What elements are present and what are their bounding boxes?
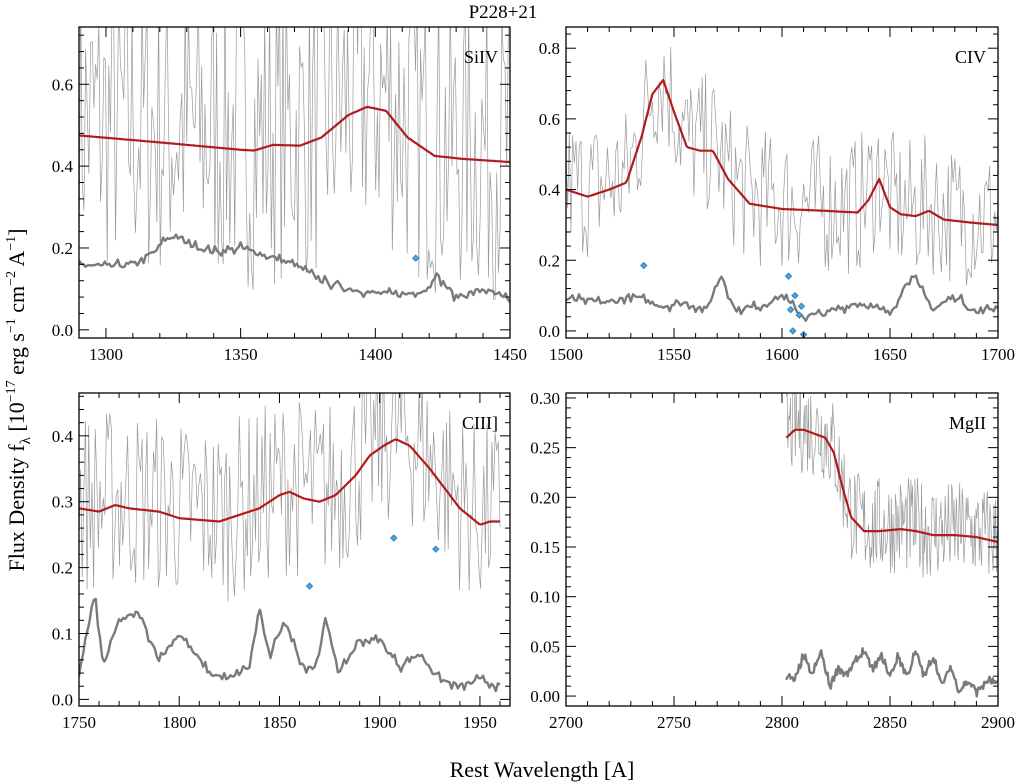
x-tick-label: 1900 [363,713,397,732]
y-tick-label: 0.05 [530,637,560,656]
y-tick-label: 0.2 [52,559,73,578]
ylabel-exp-3: −2 [4,271,19,286]
x-tick-label: 2750 [657,713,691,732]
panel-frame [565,26,999,339]
panel-siiv: 1300 1350 1400 1450 0.0 0.2 0.4 0.6 SiIV [52,26,527,364]
y-tick-label: 0.1 [52,625,73,644]
absorber-marker [797,302,806,310]
y-tick-label: 0.0 [52,690,73,709]
y-tick-label: 0.8 [539,39,560,58]
y-tick-label: 0.4 [52,427,74,446]
emission-line-label: MgII [949,413,986,433]
absorber-marker [784,272,793,280]
x-tick-label: 2700 [549,713,583,732]
absorber-marker [791,291,799,300]
y-tick-label: 0.3 [52,493,73,512]
x-tick-label: 1500 [549,345,583,364]
x-tick-label: 1550 [657,345,691,364]
absorber-marker [795,311,803,319]
ylabel-exp-2: −1 [4,318,19,333]
y-tick-label: 0.10 [530,588,560,607]
observed-spectrum-line [79,393,501,602]
absorber-marker [789,327,797,335]
x-tick-label: 1800 [162,713,196,732]
x-tick-label: 2850 [873,713,907,732]
x-tick-label: 1450 [493,345,527,364]
observed-spectrum-line [785,393,998,579]
ylabel-end: ] [4,228,29,235]
ylabel-main: Flux Density f [4,444,29,572]
emission-line-label: SiIV [464,47,498,67]
observed-spectrum-line [566,46,998,286]
panel-civ: 1500 1550 1600 1650 1700 0.0 0.2 0.4 0.6 0.8 CIV [539,26,1015,364]
panel-ciii: 1750 1800 1850 1900 1950 0.0 0.1 0.2 0.3 0.4 CIII] [52,392,511,732]
y-tick-label: 0.25 [530,439,560,458]
y-tick-label: 0.6 [539,110,560,129]
emission-line-label: CIII] [462,413,498,433]
x-tick-label: 2900 [981,713,1015,732]
emission-line-label: CIV [955,47,986,67]
absorber-marker [390,534,398,542]
x-tick-label: 1750 [62,713,96,732]
ylabel-subscript: λ [18,436,34,444]
y-tick-label: 0.20 [530,488,560,507]
y-tick-label: 0.4 [539,181,561,200]
noise-spectrum-line [79,597,501,693]
y-tick-label: 0.6 [52,75,73,94]
x-tick-label: 1350 [224,345,258,364]
figure-title: P228+21 [469,2,538,23]
y-tick-label: 0.15 [530,538,560,557]
model-fit-line [79,438,500,526]
absorber-marker [640,261,648,270]
y-tick-label: 0.0 [539,322,560,341]
y-tick-label: 0.30 [530,389,560,408]
ylabel-unit: [10 [4,402,29,431]
ylabel-exp-4: −1 [4,236,19,251]
y-tick-label: 0.4 [52,157,74,176]
ylabel-exp-1: −17 [4,380,19,402]
noise-spectrum-line [566,274,998,322]
ylabel-mid-1: erg s [4,333,29,380]
svg-text:Flux Density fλ [10−17 erg s−1: Flux Density fλ [10−17 erg s−1 cm−2 A−1] [4,228,34,571]
model-fit-line [566,78,998,226]
y-tick-label: 0.2 [539,251,560,270]
absorber-marker [412,254,420,262]
observed-spectrum-line [79,27,510,301]
model-fit-line [79,105,510,164]
y-axis-label: Flux Density fλ [10−17 erg s−1 cm−2 A−1] [4,228,34,571]
ylabel-mid-3: A [4,251,29,271]
panel-frame [78,26,511,339]
y-tick-label: 0.00 [530,687,560,706]
noise-spectrum-line [785,647,998,698]
absorber-marker [786,306,795,314]
model-fit-line [785,428,998,544]
ylabel-mid-2: cm [4,286,29,318]
absorber-marker [305,582,314,590]
panel-frame [78,392,511,707]
x-tick-label: 1650 [873,345,907,364]
x-tick-label: 1600 [765,345,799,364]
absorber-marker [432,545,440,553]
x-axis-label: Rest Wavelength [A] [450,757,635,782]
panel-mgii: 2700 2750 2800 2850 2900 0.00 0.05 0.10 0.15 0.20… [530,389,1015,732]
noise-spectrum-line [79,233,510,303]
x-tick-label: 1300 [89,345,123,364]
x-tick-label: 2800 [765,713,799,732]
x-tick-label: 1850 [262,713,296,732]
y-tick-label: 0.2 [52,239,73,258]
x-tick-label: 1950 [463,713,497,732]
x-tick-label: 1400 [358,345,392,364]
x-tick-label: 1700 [981,345,1015,364]
y-tick-label: 0.0 [52,321,73,340]
